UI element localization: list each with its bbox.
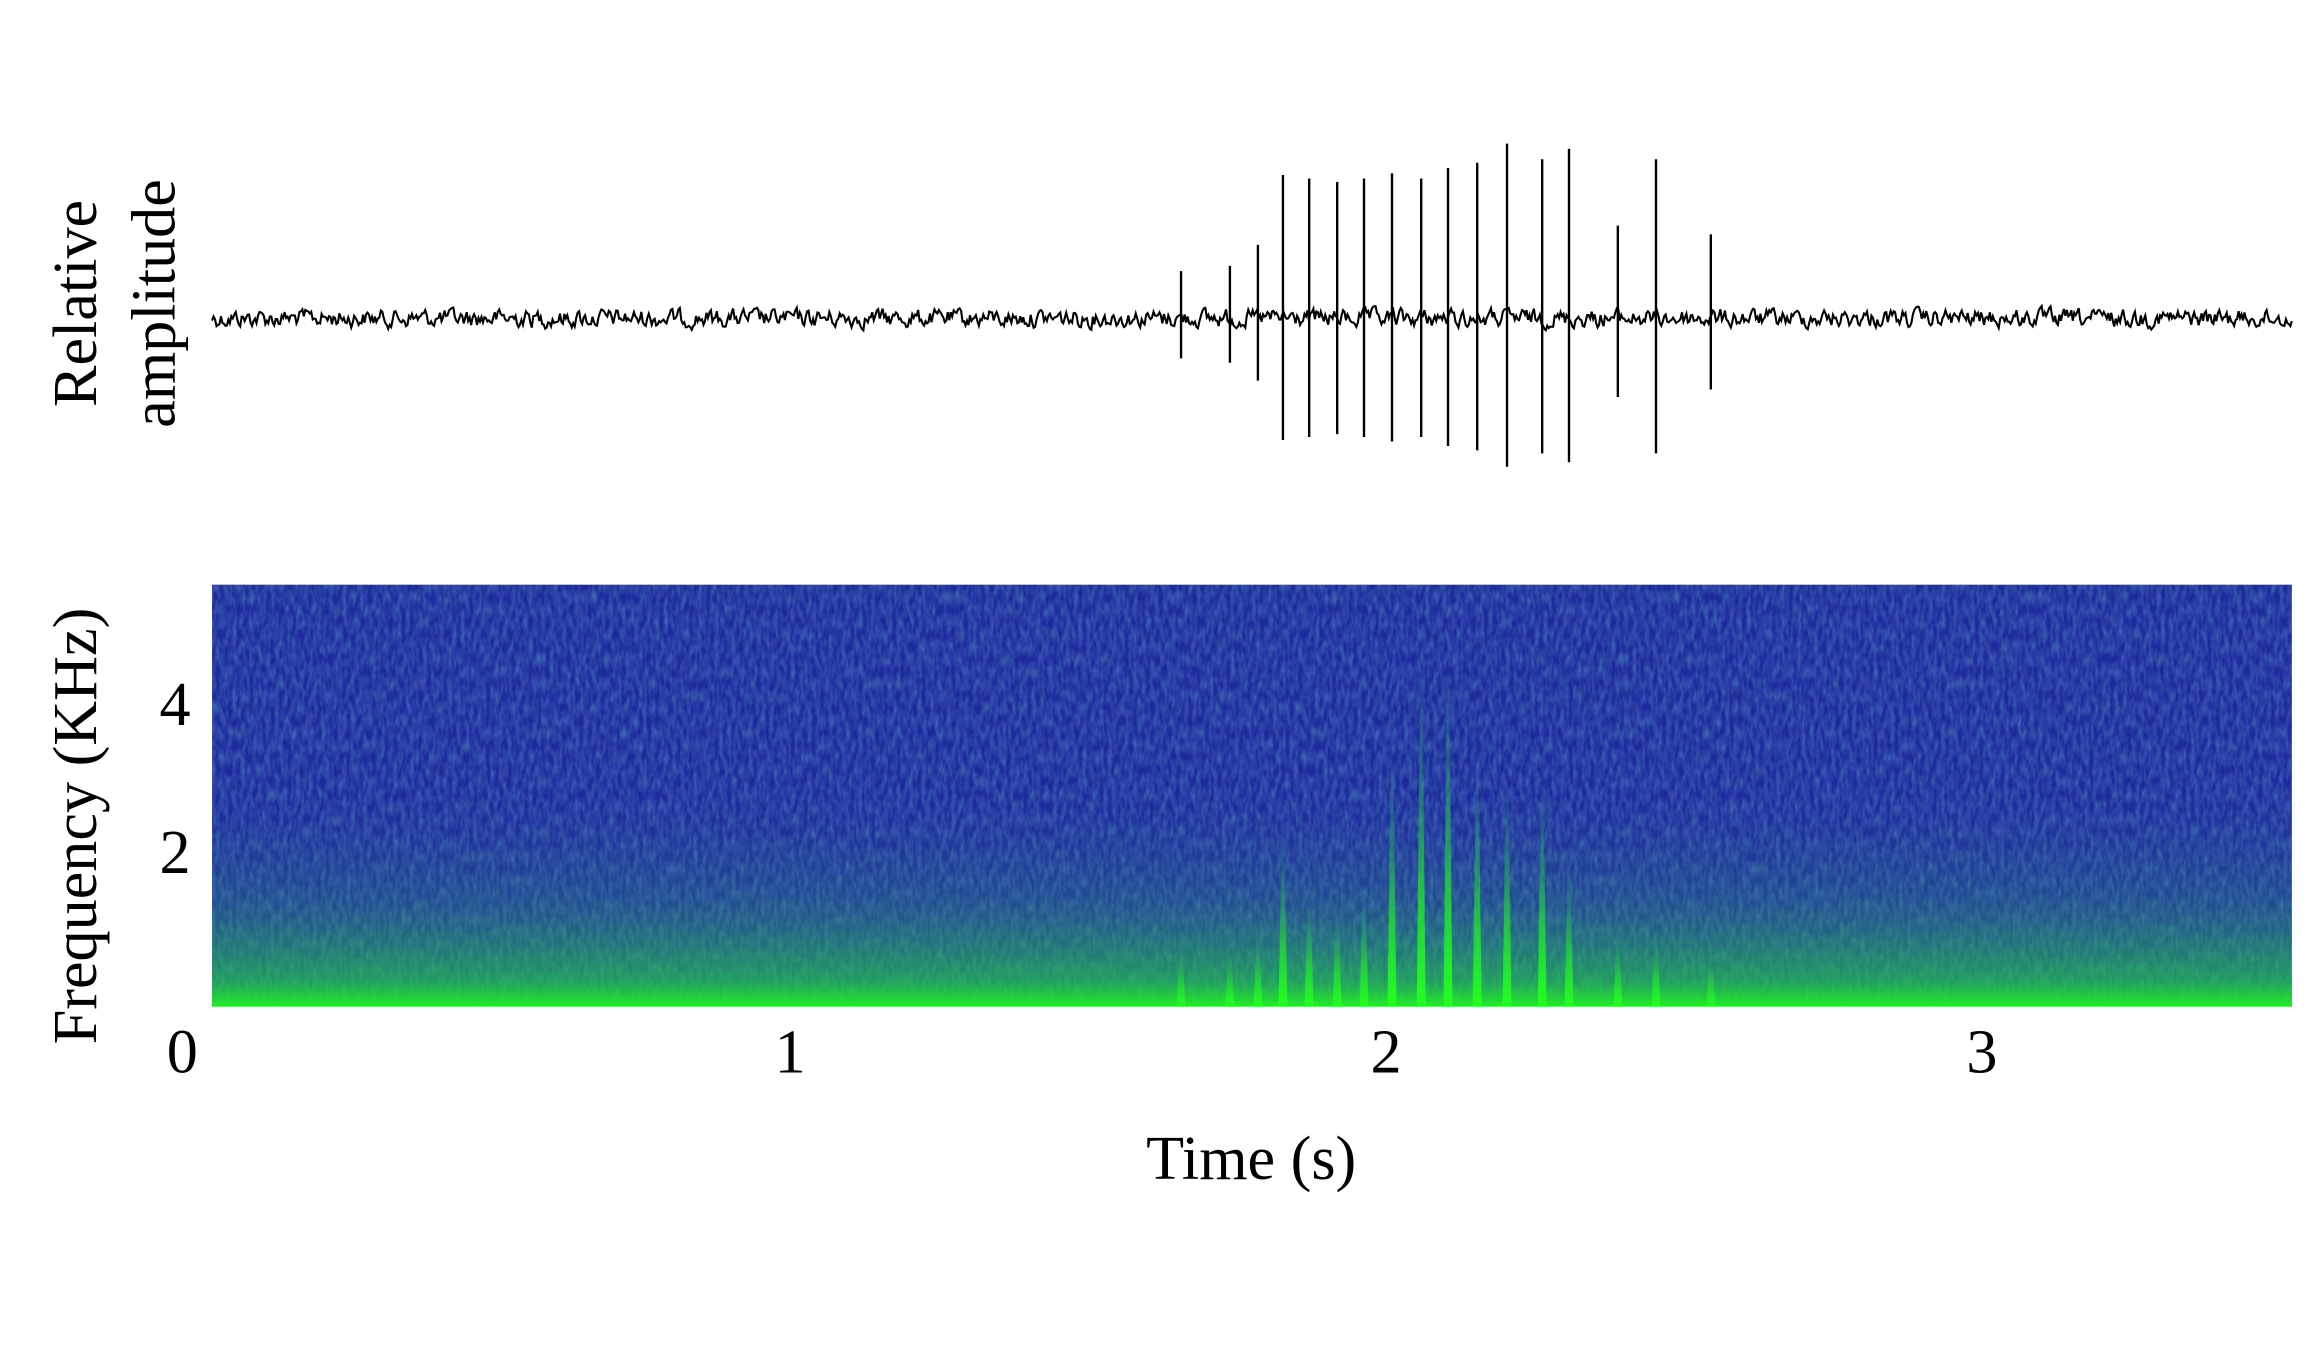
pulse-streak (1332, 910, 1342, 1007)
y-label: Relative (42, 200, 110, 407)
noise-trace (211, 303, 2293, 333)
pulse-streak (1176, 947, 1186, 1007)
pulse-streak (1472, 762, 1482, 1007)
pulse-streak (1253, 932, 1263, 1007)
y-label: amplitude (121, 179, 189, 428)
x-tick-label: 2 (1371, 1019, 1402, 1087)
x-label: Time (s) (1146, 1125, 1356, 1193)
pulse-streak (1359, 895, 1369, 1007)
x-tick-label: 1 (775, 1019, 806, 1087)
x-tick-label: 0 (167, 1019, 198, 1087)
pulse-streak (1416, 680, 1426, 1007)
pulse-streak (1537, 784, 1547, 1007)
pulse-streak (1502, 784, 1512, 1007)
y-tick-label: 4 (160, 671, 191, 739)
y-tick-label: 2 (160, 819, 191, 887)
pulse-streak (1706, 954, 1716, 1007)
pulse-streak (1651, 932, 1661, 1007)
pulse-streak (1443, 673, 1453, 1007)
x-tick-label: 3 (1966, 1019, 1997, 1087)
pulse-streak (1564, 865, 1574, 1007)
pulse-streak (1278, 843, 1288, 1007)
spectrogram-floor (212, 584, 2292, 1007)
pulse-streak (1613, 932, 1623, 1007)
pulse-streak (1387, 754, 1397, 1007)
y-label: Frequency (KHz) (42, 608, 110, 1045)
pulse-streak (1225, 947, 1235, 1007)
pulse-streak (1304, 895, 1314, 1007)
